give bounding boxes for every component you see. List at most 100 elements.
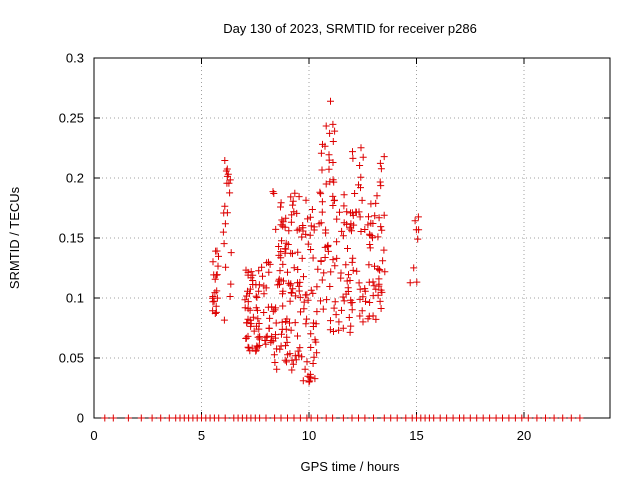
data-point [304, 215, 312, 223]
data-point [376, 159, 384, 167]
data-point [287, 326, 295, 334]
data-point [241, 304, 249, 312]
data-point [298, 353, 306, 361]
data-point [301, 365, 309, 373]
data-point [306, 231, 314, 239]
data-point [148, 414, 156, 422]
data-point [343, 220, 351, 228]
data-point [219, 228, 227, 236]
data-point [252, 347, 260, 355]
data-point [221, 202, 229, 210]
data-point [290, 414, 298, 422]
data-point [271, 359, 279, 366]
data-point [411, 217, 419, 225]
data-point [486, 414, 494, 422]
data-point [286, 350, 294, 358]
data-point [356, 295, 364, 303]
data-point [331, 196, 338, 204]
data-point [255, 267, 263, 275]
data-point [356, 213, 364, 221]
data-point [331, 127, 339, 135]
data-point [316, 188, 324, 196]
data-point [343, 208, 351, 216]
data-point [209, 307, 217, 315]
data-point [279, 260, 287, 268]
data-point [366, 241, 374, 248]
data-point [329, 256, 337, 264]
data-point [277, 248, 285, 255]
data-point [511, 414, 519, 422]
data-point [226, 293, 234, 300]
x-axis-label: GPS time / hours [301, 459, 400, 474]
data-point [277, 203, 284, 211]
data-point [309, 254, 317, 262]
data-point [559, 414, 567, 422]
data-point [310, 223, 318, 231]
data-point [576, 414, 584, 422]
data-point [473, 414, 481, 422]
data-point [296, 278, 304, 286]
data-point [310, 353, 318, 361]
data-point [244, 343, 252, 351]
data-point [355, 181, 362, 189]
data-point [220, 240, 228, 248]
data-point [375, 214, 383, 222]
data-point [256, 335, 263, 343]
data-point [371, 262, 378, 270]
data-point [264, 303, 272, 311]
data-point [346, 328, 354, 336]
data-point [270, 351, 278, 359]
data-point [284, 241, 292, 248]
data-point [370, 414, 377, 422]
data-point [255, 320, 263, 327]
data-point [410, 264, 418, 272]
data-point [300, 298, 308, 306]
data-point [215, 252, 222, 260]
data-point [372, 315, 380, 323]
data-point [412, 226, 420, 234]
data-point [375, 280, 383, 288]
data-point [542, 414, 549, 422]
data-point [364, 221, 372, 229]
data-point [282, 318, 290, 325]
data-point [294, 248, 302, 256]
grid [94, 58, 610, 418]
data-point [305, 378, 313, 386]
data-point [322, 122, 330, 130]
data-point [377, 223, 385, 231]
x-tick-label: 0 [90, 428, 97, 443]
data-point [269, 307, 277, 315]
x-tick-label: 5 [198, 428, 205, 443]
data-point [340, 297, 348, 305]
data-point [287, 280, 295, 288]
data-point [246, 306, 254, 314]
data-point [329, 159, 337, 166]
data-point [377, 165, 385, 173]
data-points [101, 97, 584, 422]
data-point [294, 332, 301, 340]
data-point [253, 294, 261, 301]
data-point [329, 120, 337, 128]
data-point [289, 197, 297, 205]
data-point [287, 193, 295, 201]
data-point [327, 97, 334, 105]
data-point [338, 306, 345, 314]
data-point [157, 414, 165, 422]
data-point [254, 315, 262, 323]
data-point [340, 202, 348, 210]
data-point [303, 291, 311, 299]
data-point [278, 330, 285, 338]
data-point [335, 326, 343, 334]
data-point [342, 261, 350, 269]
data-point [314, 265, 322, 273]
data-point [466, 414, 474, 422]
data-point [244, 298, 252, 306]
data-point [220, 316, 228, 324]
data-point [246, 347, 254, 355]
data-point [247, 274, 255, 282]
data-point [331, 262, 339, 270]
data-point [339, 324, 347, 332]
data-point [221, 414, 229, 422]
data-point [380, 211, 388, 219]
data-point [303, 358, 311, 366]
